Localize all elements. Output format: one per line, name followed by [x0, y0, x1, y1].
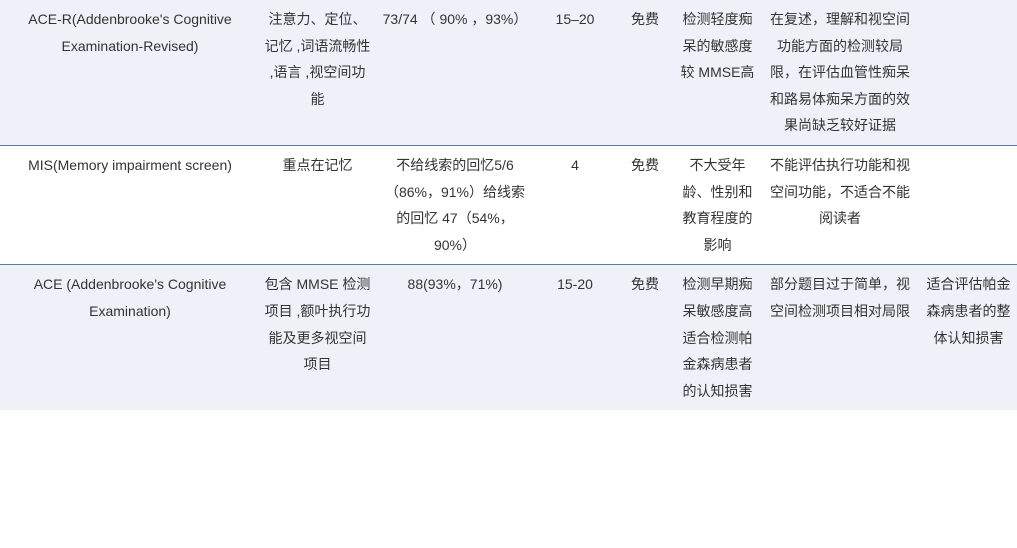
- cell-limitation: 部分题目过于简单，视空间检测项目相对局限: [760, 265, 920, 410]
- cell-name: MIS(Memory impairment screen): [0, 145, 260, 264]
- cell-score_sens_spec: 73/74 （ 90% ，93%）: [375, 0, 535, 145]
- cell-limitation: 在复述，理解和视空间功能方面的检测较局限，在评估血管性痴呆和路易体痴呆方面的效果…: [760, 0, 920, 145]
- cell-cost: 免费: [615, 265, 675, 410]
- cell-domains: 重点在记忆: [260, 145, 375, 264]
- table-row: ACE-R(Addenbrooke's Cognitive Examinatio…: [0, 0, 1017, 145]
- cell-domains: 注意力、定位、记忆 ,词语流畅性 ,语言 ,视空间功能: [260, 0, 375, 145]
- cell-note: [920, 145, 1017, 264]
- cell-score_sens_spec: 88(93%，71%): [375, 265, 535, 410]
- cell-time_min: 15-20: [535, 265, 615, 410]
- cell-advantage: 检测早期痴呆敏感度高 适合检测帕金森病患者的认知损害: [675, 265, 760, 410]
- table-container: ACE-R(Addenbrooke's Cognitive Examinatio…: [0, 0, 1017, 410]
- cell-domains: 包含 MMSE 检测项目 ,额叶执行功能及更多视空间项目: [260, 265, 375, 410]
- cell-note: 适合评估帕金森病患者的整体认知损害: [920, 265, 1017, 410]
- cell-name: ACE (Addenbrooke's Cognitive Examination…: [0, 265, 260, 410]
- table-row: MIS(Memory impairment screen)重点在记忆不给线索的回…: [0, 145, 1017, 264]
- cell-name: ACE-R(Addenbrooke's Cognitive Examinatio…: [0, 0, 260, 145]
- cell-note: [920, 0, 1017, 145]
- table-row: ACE (Addenbrooke's Cognitive Examination…: [0, 265, 1017, 410]
- cell-score_sens_spec: 不给线索的回忆5/6（86%，91%）给线索的回忆 47（54%，90%）: [375, 145, 535, 264]
- cell-limitation: 不能评估执行功能和视空间功能，不适合不能阅读者: [760, 145, 920, 264]
- cell-time_min: 4: [535, 145, 615, 264]
- cell-advantage: 检测轻度痴呆的敏感度较 MMSE高: [675, 0, 760, 145]
- cell-cost: 免费: [615, 145, 675, 264]
- cell-cost: 免费: [615, 0, 675, 145]
- cognitive-tests-table: ACE-R(Addenbrooke's Cognitive Examinatio…: [0, 0, 1017, 410]
- cell-time_min: 15–20: [535, 0, 615, 145]
- cell-advantage: 不大受年龄、性别和教育程度的影响: [675, 145, 760, 264]
